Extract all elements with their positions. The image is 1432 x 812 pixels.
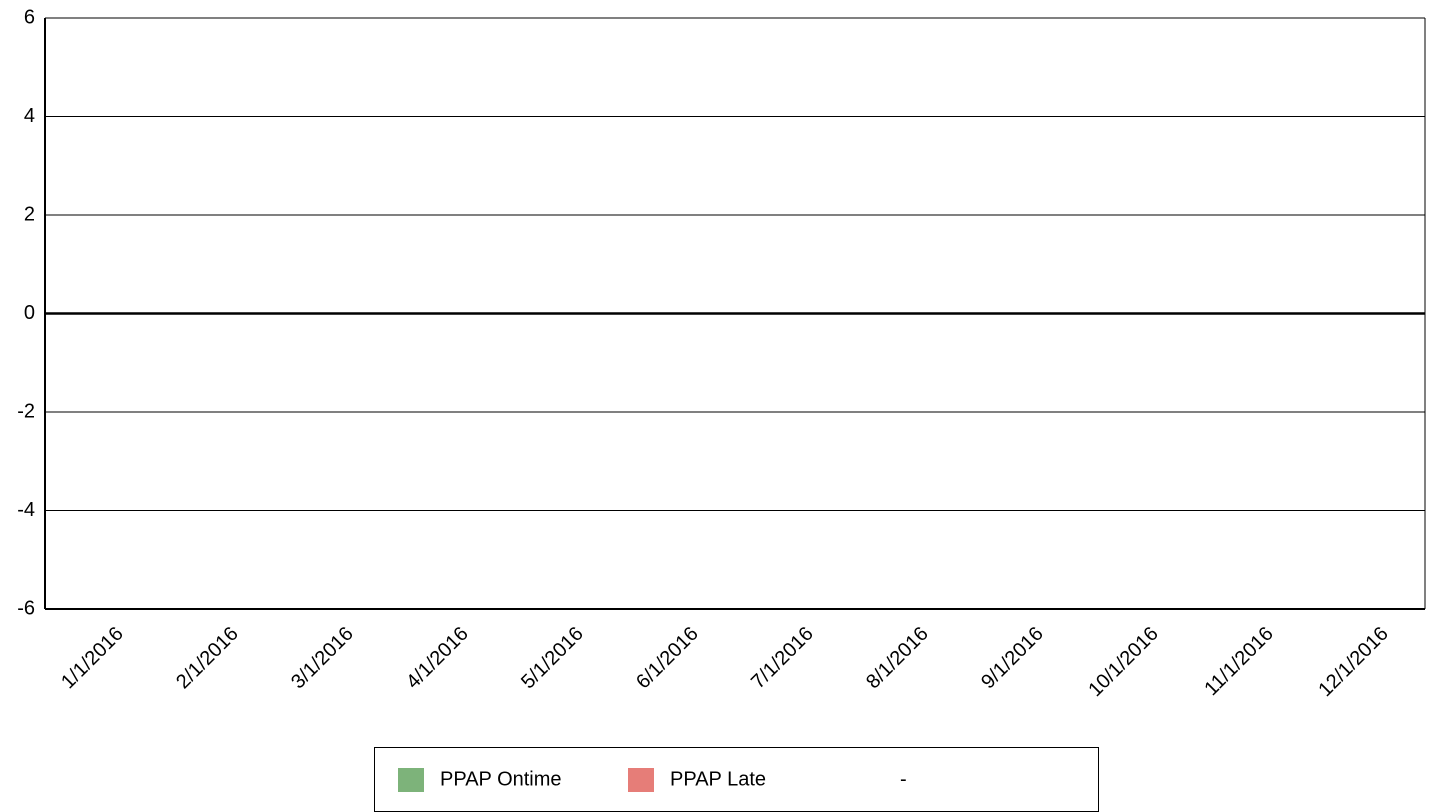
x-tick-label: 4/1/2016 bbox=[402, 623, 473, 694]
x-tick-label: 12/1/2016 bbox=[1314, 623, 1392, 701]
legend-swatch bbox=[398, 768, 424, 792]
y-tick-label: 0 bbox=[24, 302, 35, 324]
x-tick-label: 7/1/2016 bbox=[747, 623, 818, 694]
legend-label: PPAP Late bbox=[670, 768, 766, 790]
y-tick-label: -4 bbox=[17, 499, 35, 521]
x-tick-label: 9/1/2016 bbox=[977, 623, 1048, 694]
x-tick-label: 1/1/2016 bbox=[57, 623, 128, 694]
legend-box bbox=[374, 747, 1099, 812]
y-tick-label: 2 bbox=[24, 203, 35, 225]
legend-swatch bbox=[628, 768, 654, 792]
x-tick-label: 11/1/2016 bbox=[1200, 623, 1277, 700]
y-tick-label: 6 bbox=[24, 6, 35, 28]
x-tick-label: 10/1/2016 bbox=[1084, 623, 1162, 701]
legend: PPAP Ontime PPAP Late - bbox=[374, 747, 1099, 812]
x-tick-label: 6/1/2016 bbox=[632, 623, 703, 694]
x-tick-label: 3/1/2016 bbox=[287, 623, 358, 694]
y-tick-label: -6 bbox=[17, 597, 35, 619]
x-tick-label: 5/1/2016 bbox=[517, 623, 588, 694]
legend-label: - bbox=[900, 768, 907, 790]
x-tick-label: 8/1/2016 bbox=[862, 623, 933, 694]
x-tick-label: 2/1/2016 bbox=[172, 623, 243, 694]
y-tick-label: 4 bbox=[24, 105, 35, 127]
legend-label: PPAP Ontime bbox=[440, 768, 562, 790]
y-tick-label: -2 bbox=[17, 400, 35, 422]
